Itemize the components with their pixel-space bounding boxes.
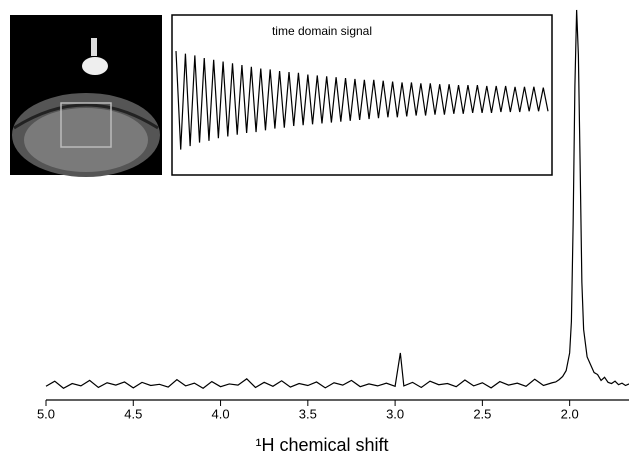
x-tick-label: 3.5 <box>299 406 317 421</box>
signal-line <box>175 51 549 150</box>
x-tick-label: 2.5 <box>473 406 491 421</box>
marker-bright <box>82 57 108 75</box>
inset-title: time domain signal <box>272 24 372 38</box>
body-contour <box>13 103 159 130</box>
marker-stem <box>91 38 97 56</box>
x-tick-label: 4.0 <box>212 406 230 421</box>
x-tick-label: 5.0 <box>37 406 55 421</box>
voxel-box <box>60 102 112 148</box>
x-tick-label: 2.0 <box>561 406 579 421</box>
x-axis-title: ¹H chemical shift <box>255 435 388 455</box>
x-tick-label: 3.0 <box>386 406 404 421</box>
mri-image <box>10 15 162 177</box>
body-section-inner <box>24 108 148 172</box>
x-tick-label: 4.5 <box>124 406 142 421</box>
signal-line <box>45 9 629 389</box>
